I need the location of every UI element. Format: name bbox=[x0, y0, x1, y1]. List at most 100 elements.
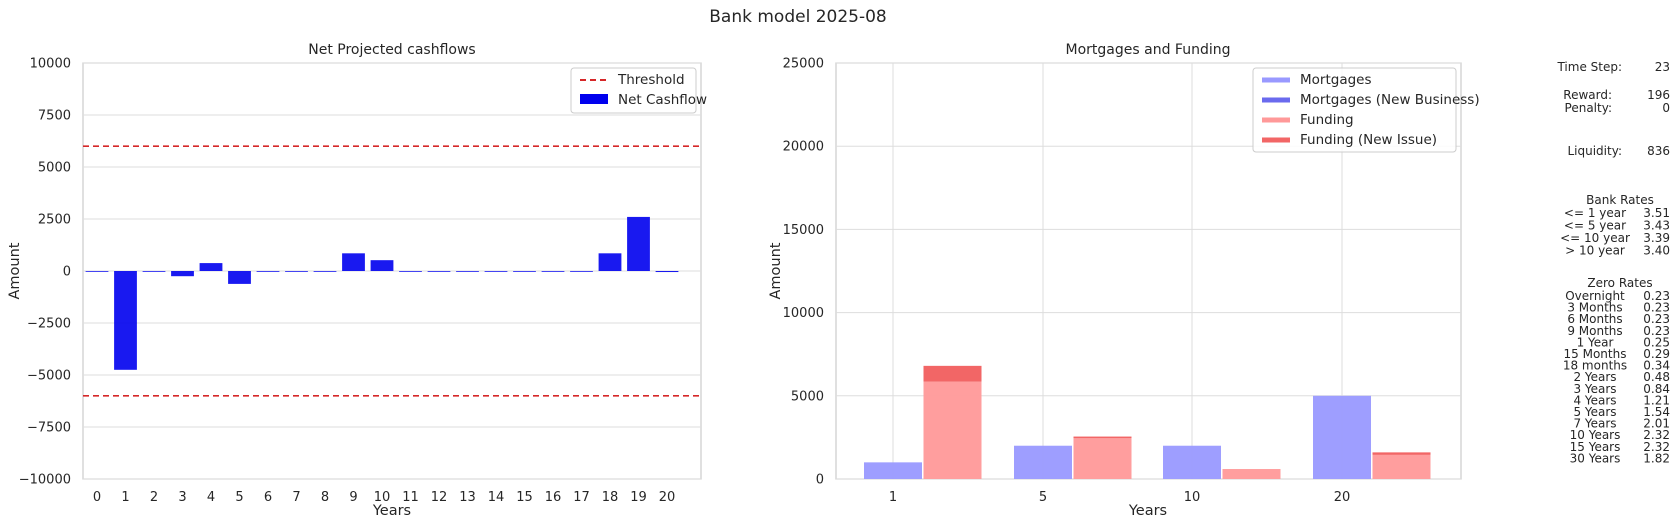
zero-rate-value: 1.82 bbox=[1643, 451, 1670, 465]
bank-rate-value: 3.39 bbox=[1643, 231, 1670, 245]
time-step-label: Time Step: bbox=[1556, 60, 1622, 74]
zero-rate-label: 1 Year bbox=[1577, 335, 1614, 349]
zero-rate-label: 2 Years bbox=[1573, 370, 1616, 384]
net-cashflow-bar bbox=[427, 271, 451, 272]
mortgages-funding-y-tick-label: 5000 bbox=[791, 389, 824, 404]
mortgages-funding-legend-box bbox=[1252, 67, 1457, 153]
bank-rate-label: <= 1 year bbox=[1564, 206, 1626, 220]
funding-bar bbox=[1222, 469, 1281, 479]
mortgages-funding-x-tick-label: 10 bbox=[1184, 490, 1201, 505]
zero-rate-value: 2.32 bbox=[1643, 428, 1670, 442]
legend-net-cashflow-label: Net Cashflow bbox=[618, 92, 707, 108]
mortgages-funding-y-ticks: 0 5000 10000 15000 20000 25000 bbox=[783, 57, 824, 488]
net-cashflow-bar bbox=[655, 271, 679, 273]
mortgages-funding-x-tick-label: 20 bbox=[1334, 490, 1351, 505]
threshold-lines bbox=[83, 145, 701, 397]
cashflow-x-tick-label: 13 bbox=[459, 490, 476, 505]
zero-rate-label: 3 Months bbox=[1567, 301, 1622, 315]
zero-rate-value: 2.01 bbox=[1643, 417, 1670, 431]
cashflow-y-axis-label: Amount bbox=[7, 242, 23, 299]
cashflow-y-ticks: −10000 −7500 −5000 −2500 0 2500 5000 7500 10000 bbox=[19, 57, 71, 488]
cashflow-y-tick-label: −10000 bbox=[19, 473, 71, 488]
legend-funding-label: Funding bbox=[1300, 112, 1354, 128]
legend-threshold-label: Threshold bbox=[617, 72, 685, 88]
net-cashflow-bar bbox=[85, 271, 109, 272]
net-cashflow-bar bbox=[399, 271, 422, 272]
zero-rate-label: 3 Years bbox=[1573, 382, 1616, 396]
liquidity-value: 836 bbox=[1647, 144, 1670, 158]
time-step-value: 23 bbox=[1655, 60, 1670, 74]
cashflow-chart: Net Projected cashflows −10000 −7500 −5000… bbox=[7, 42, 707, 519]
zero-rate-value: 1.54 bbox=[1643, 405, 1670, 419]
cashflow-y-tick-label: −5000 bbox=[27, 369, 71, 384]
cashflow-x-tick-label: 6 bbox=[264, 490, 272, 505]
bank-rates-table: <= 1 year 3.51 <= 5 year 3.43 <= 10 year 3.39… bbox=[1560, 206, 1670, 258]
legend-mortgages-label: Mortgages bbox=[1300, 72, 1372, 88]
net-cashflow-bar bbox=[370, 260, 394, 271]
mortgages-funding-x-axis-label: Years bbox=[1128, 503, 1167, 519]
mortgages-funding-x-tick-label: 5 bbox=[1039, 490, 1047, 505]
bank-rate-value: 3.40 bbox=[1643, 244, 1670, 258]
net-cashflow-bar bbox=[342, 253, 365, 271]
mortgages-bar bbox=[1313, 395, 1371, 479]
cashflow-y-tick-label: 2500 bbox=[38, 213, 71, 228]
cashflow-x-tick-label: 2 bbox=[150, 490, 158, 505]
net-cashflow-bar bbox=[541, 271, 565, 272]
zero-rate-label: 5 Years bbox=[1573, 405, 1616, 419]
cashflow-y-tick-label: 10000 bbox=[30, 57, 71, 72]
cashflow-x-axis-label: Years bbox=[372, 503, 411, 519]
funding-new-issue-bar bbox=[1073, 436, 1132, 439]
zero-rate-value: 0.29 bbox=[1643, 347, 1670, 361]
cashflow-bars bbox=[85, 216, 679, 370]
net-cashflow-bar bbox=[171, 271, 194, 277]
cashflow-x-tick-label: 5 bbox=[235, 490, 243, 505]
cashflow-x-tick-label: 15 bbox=[516, 490, 533, 505]
cashflow-x-tick-label: 8 bbox=[321, 490, 329, 505]
penalty-label: Penalty: bbox=[1565, 101, 1612, 115]
zero-rate-label: 30 Years bbox=[1570, 451, 1621, 465]
zero-rate-label: 4 Years bbox=[1573, 393, 1616, 407]
mortgages-bar bbox=[864, 462, 922, 479]
cashflow-x-tick-label: 20 bbox=[659, 490, 676, 505]
zero-rate-value: 0.23 bbox=[1643, 289, 1670, 303]
funding-new-issue-bar bbox=[923, 365, 982, 382]
mortgages-funding-y-axis-label: Amount bbox=[768, 242, 784, 299]
mortgages-funding-legend: Mortgages Mortgages (New Business) Fundi… bbox=[1252, 67, 1480, 153]
cashflow-legend: Threshold Net Cashflow bbox=[570, 67, 707, 114]
mortgages-bar bbox=[1163, 445, 1221, 479]
net-cashflow-bar bbox=[256, 271, 280, 272]
zero-rate-label: 15 Years bbox=[1570, 440, 1621, 454]
net-cashflow-bar bbox=[142, 271, 166, 272]
zero-rate-value: 1.21 bbox=[1643, 393, 1670, 407]
zero-rate-value: 0.25 bbox=[1643, 335, 1670, 349]
net-cashflow-bar bbox=[199, 263, 223, 271]
funding-bar bbox=[1073, 438, 1132, 479]
bank-rate-label: > 10 year bbox=[1565, 244, 1625, 258]
cashflow-x-tick-label: 18 bbox=[602, 490, 619, 505]
cashflow-y-tick-label: −7500 bbox=[27, 421, 71, 436]
cashflow-x-tick-label: 16 bbox=[545, 490, 562, 505]
cashflow-x-tick-label: 0 bbox=[93, 490, 101, 505]
side-panel: Time Step: 23 Reward: 196 Penalty: 0 Liq… bbox=[1556, 60, 1670, 465]
zero-rate-value: 0.34 bbox=[1643, 359, 1670, 373]
zero-rate-label: 18 months bbox=[1563, 359, 1627, 373]
cashflow-x-tick-label: 10 bbox=[374, 490, 391, 505]
cashflow-x-tick-label: 11 bbox=[402, 490, 419, 505]
cashflow-x-tick-label: 1 bbox=[121, 490, 129, 505]
cashflow-x-tick-label: 14 bbox=[488, 490, 505, 505]
cashflow-x-ticks: 0 1 2 3 4 5 6 7 8 9 10 11 12 13 14 15 16 17 18 19 20 bbox=[93, 490, 675, 505]
mortgages-funding-bars bbox=[864, 365, 1431, 479]
zero-rate-value: 0.23 bbox=[1643, 301, 1670, 315]
zero-rates-table: Overnight 0.23 3 Months 0.23 6 Months 0.23 9 M… bbox=[1563, 289, 1670, 465]
cashflow-x-tick-label: 9 bbox=[349, 490, 357, 505]
bank-rate-label: <= 5 year bbox=[1564, 219, 1626, 233]
net-cashflow-bar bbox=[228, 271, 251, 284]
cashflow-x-tick-label: 19 bbox=[630, 490, 647, 505]
funding-new-issue-bar bbox=[1372, 452, 1431, 455]
legend-funding-new-issue-label: Funding (New Issue) bbox=[1300, 132, 1437, 148]
bank-rate-value: 3.51 bbox=[1643, 206, 1670, 220]
bank-rate-label: <= 10 year bbox=[1560, 231, 1630, 245]
mortgages-funding-y-tick-label: 15000 bbox=[783, 223, 824, 238]
cashflow-x-tick-label: 3 bbox=[178, 490, 186, 505]
